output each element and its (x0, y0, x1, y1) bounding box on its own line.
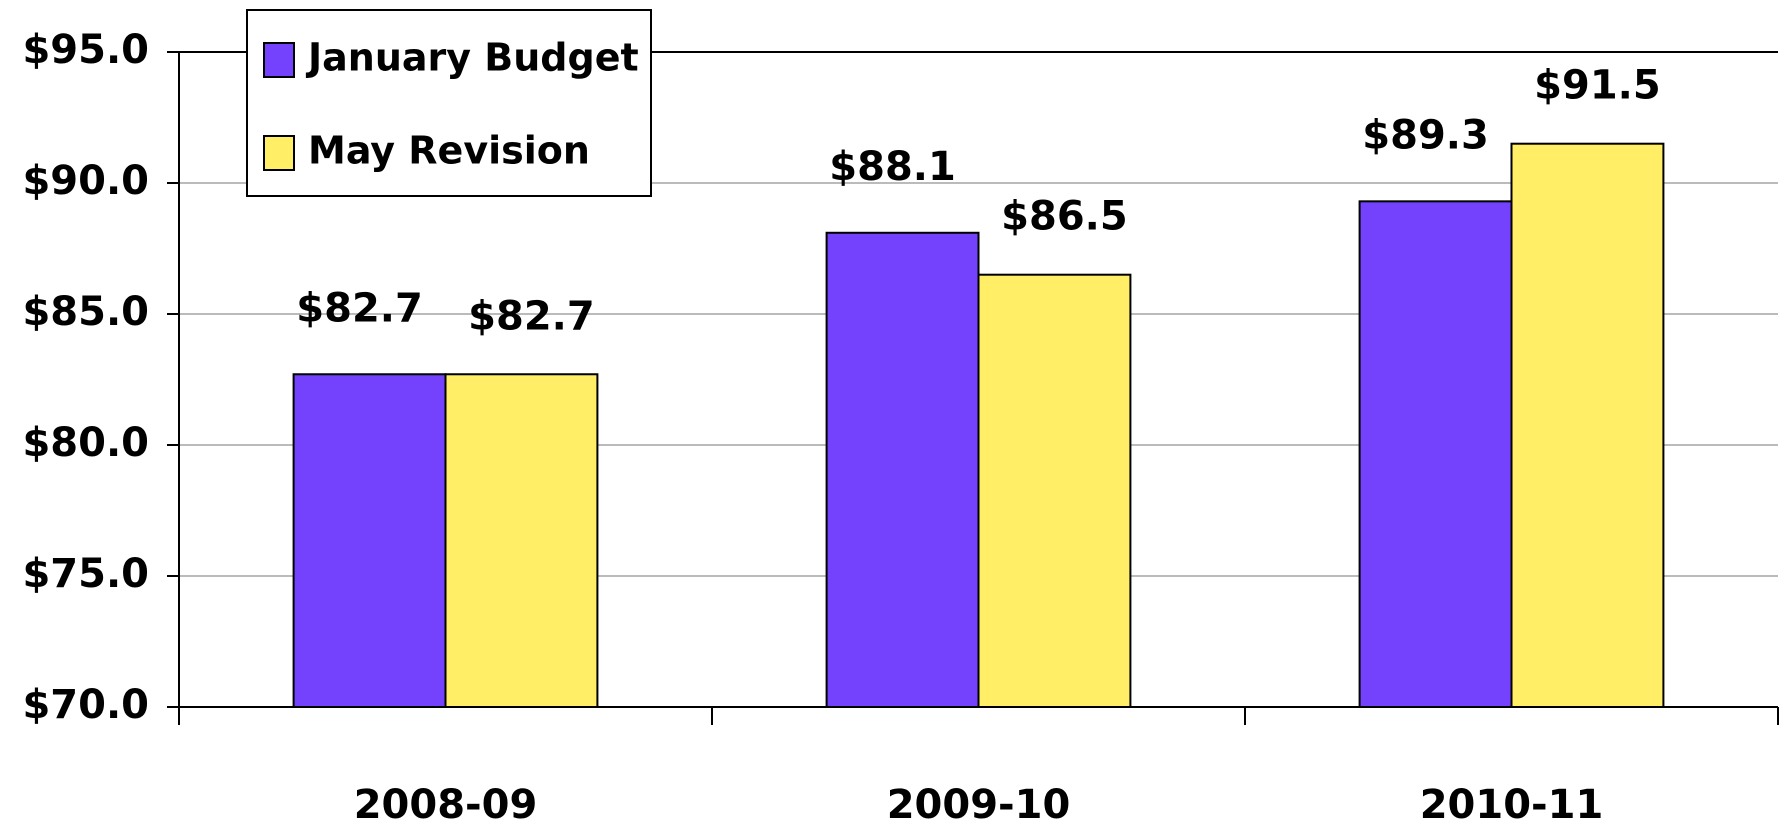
legend-label: May Revision (308, 129, 590, 173)
value-label: $82.7 (296, 285, 423, 331)
value-label: $89.3 (1362, 112, 1489, 158)
legend-label: January Budget (305, 36, 639, 80)
legend-swatch (264, 136, 294, 170)
y-tick-label: $90.0 (22, 158, 149, 204)
bar (1360, 201, 1512, 707)
value-label: $82.7 (468, 293, 595, 339)
y-tick-label: $95.0 (22, 27, 149, 73)
bar (1512, 144, 1664, 707)
value-label: $86.5 (1001, 194, 1128, 240)
bar (827, 233, 979, 707)
y-tick-label: $75.0 (22, 551, 149, 597)
bar (979, 275, 1131, 707)
chart: $70.0 $75.0 $80.0 $85.0 $90.0 $95.0 $82.7 $88.1… (0, 0, 1787, 832)
y-tick-label: $85.0 (22, 289, 149, 335)
x-tick-label: 2009-10 (887, 782, 1071, 828)
y-tick-label: $70.0 (22, 682, 149, 728)
value-label: $88.1 (829, 144, 956, 190)
bar (294, 374, 446, 707)
legend-swatch (264, 43, 294, 77)
y-tick-label: $80.0 (22, 420, 149, 466)
x-tick-label: 2010-11 (1420, 782, 1604, 828)
bar (446, 374, 598, 707)
x-tick-label: 2008-09 (354, 782, 538, 828)
value-label: $91.5 (1534, 63, 1661, 109)
